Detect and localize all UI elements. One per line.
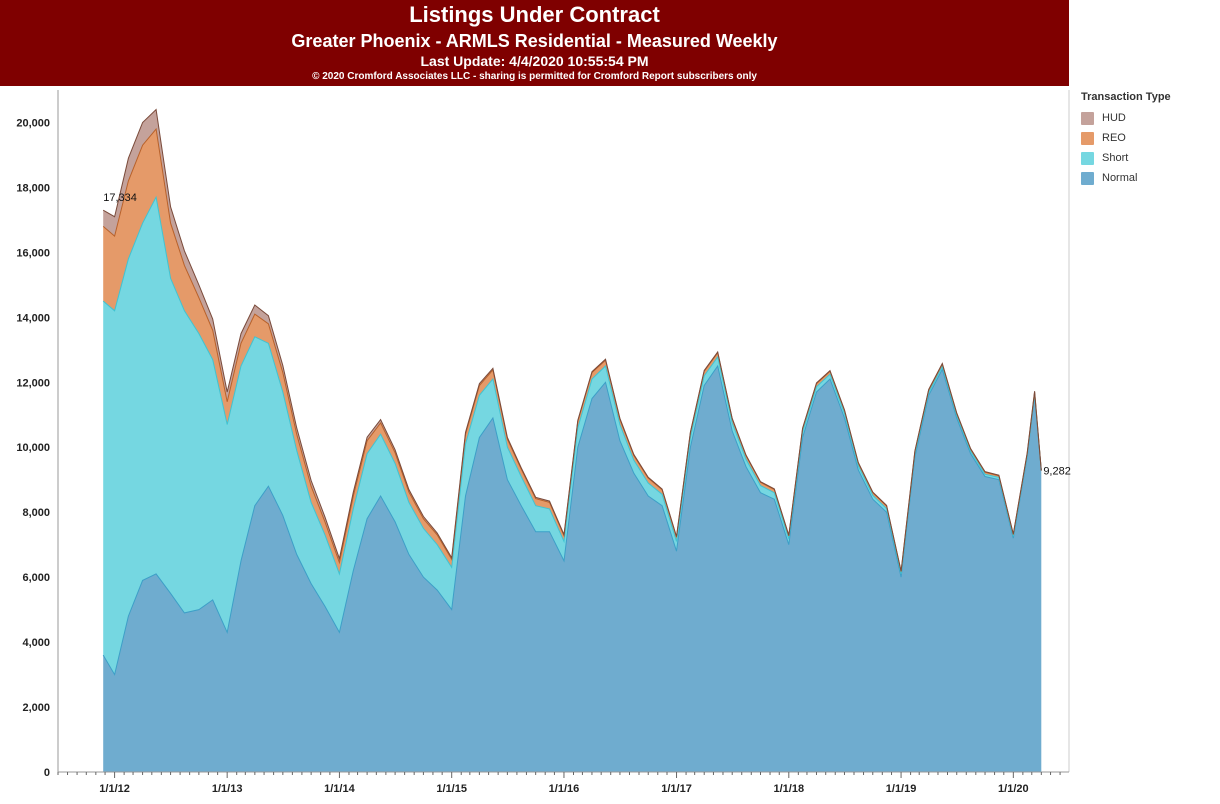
- x-tick-label: 1/1/16: [549, 783, 580, 795]
- last-update-text: Last Update: 4/4/2020 10:55:54 PM: [420, 53, 649, 69]
- x-tick-label: 1/1/12: [99, 783, 130, 795]
- legend: Transaction Type HUD REO Short Normal: [1081, 91, 1216, 188]
- legend-label-hud: HUD: [1102, 112, 1126, 124]
- y-tick-label: 12,000: [16, 377, 50, 389]
- data-label: 17,334: [103, 192, 137, 204]
- x-tick-label: 1/1/17: [661, 783, 692, 795]
- legend-item-hud[interactable]: HUD: [1081, 108, 1216, 128]
- legend-swatch-hud: [1081, 111, 1094, 125]
- legend-swatch-short: [1081, 151, 1094, 165]
- series-line-normal: [102, 364, 1042, 676]
- y-tick-label: 10,000: [16, 442, 50, 454]
- legend-label-reo: REO: [1102, 132, 1126, 144]
- chart-subtitle: Greater Phoenix - ARMLS Residential - Me…: [291, 31, 778, 51]
- title-banner: Listings Under Contract Greater Phoenix …: [0, 0, 1069, 86]
- y-tick-label: 8,000: [22, 507, 50, 519]
- chart-title: Listings Under Contract: [409, 2, 660, 27]
- data-label: 9,282: [1043, 466, 1071, 478]
- stacked-area-chart: 0 2,000 4,000 6,000 8,000 10,000 12,000 14,000 1…: [16, 90, 1071, 795]
- legend-item-reo[interactable]: REO: [1081, 128, 1216, 148]
- legend-swatch-reo: [1081, 131, 1094, 145]
- y-tick-label: 2,000: [22, 702, 50, 714]
- legend-item-normal[interactable]: Normal: [1081, 168, 1216, 188]
- y-tick-label: 18,000: [16, 182, 50, 194]
- x-tick-label: 1/1/13: [212, 783, 243, 795]
- y-tick-label: 4,000: [22, 637, 50, 649]
- x-tick-label: 1/1/15: [436, 783, 467, 795]
- legend-swatch-normal: [1081, 171, 1094, 185]
- series-line-short: [102, 195, 1042, 576]
- y-tick-label: 14,000: [16, 312, 50, 324]
- y-tick-label: 20,000: [16, 117, 50, 129]
- y-tick-label: 16,000: [16, 247, 50, 259]
- area-normal: [103, 366, 1042, 772]
- x-tick-label: 1/1/20: [998, 783, 1029, 795]
- x-tick-label: 1/1/14: [324, 783, 355, 795]
- x-tick-label: 1/1/19: [886, 783, 917, 795]
- legend-label-normal: Normal: [1102, 172, 1138, 184]
- area-short: [103, 197, 1042, 675]
- legend-label-short: Short: [1102, 152, 1129, 164]
- legend-title: Transaction Type: [1081, 91, 1171, 103]
- series-line-hud: [102, 108, 1042, 572]
- y-tick-label: 6,000: [22, 572, 50, 584]
- copyright-text: © 2020 Cromford Associates LLC - sharing…: [312, 71, 757, 82]
- x-tick-label: 1/1/18: [774, 783, 805, 795]
- legend-item-short[interactable]: Short: [1081, 148, 1216, 168]
- y-tick-label: 0: [44, 767, 50, 779]
